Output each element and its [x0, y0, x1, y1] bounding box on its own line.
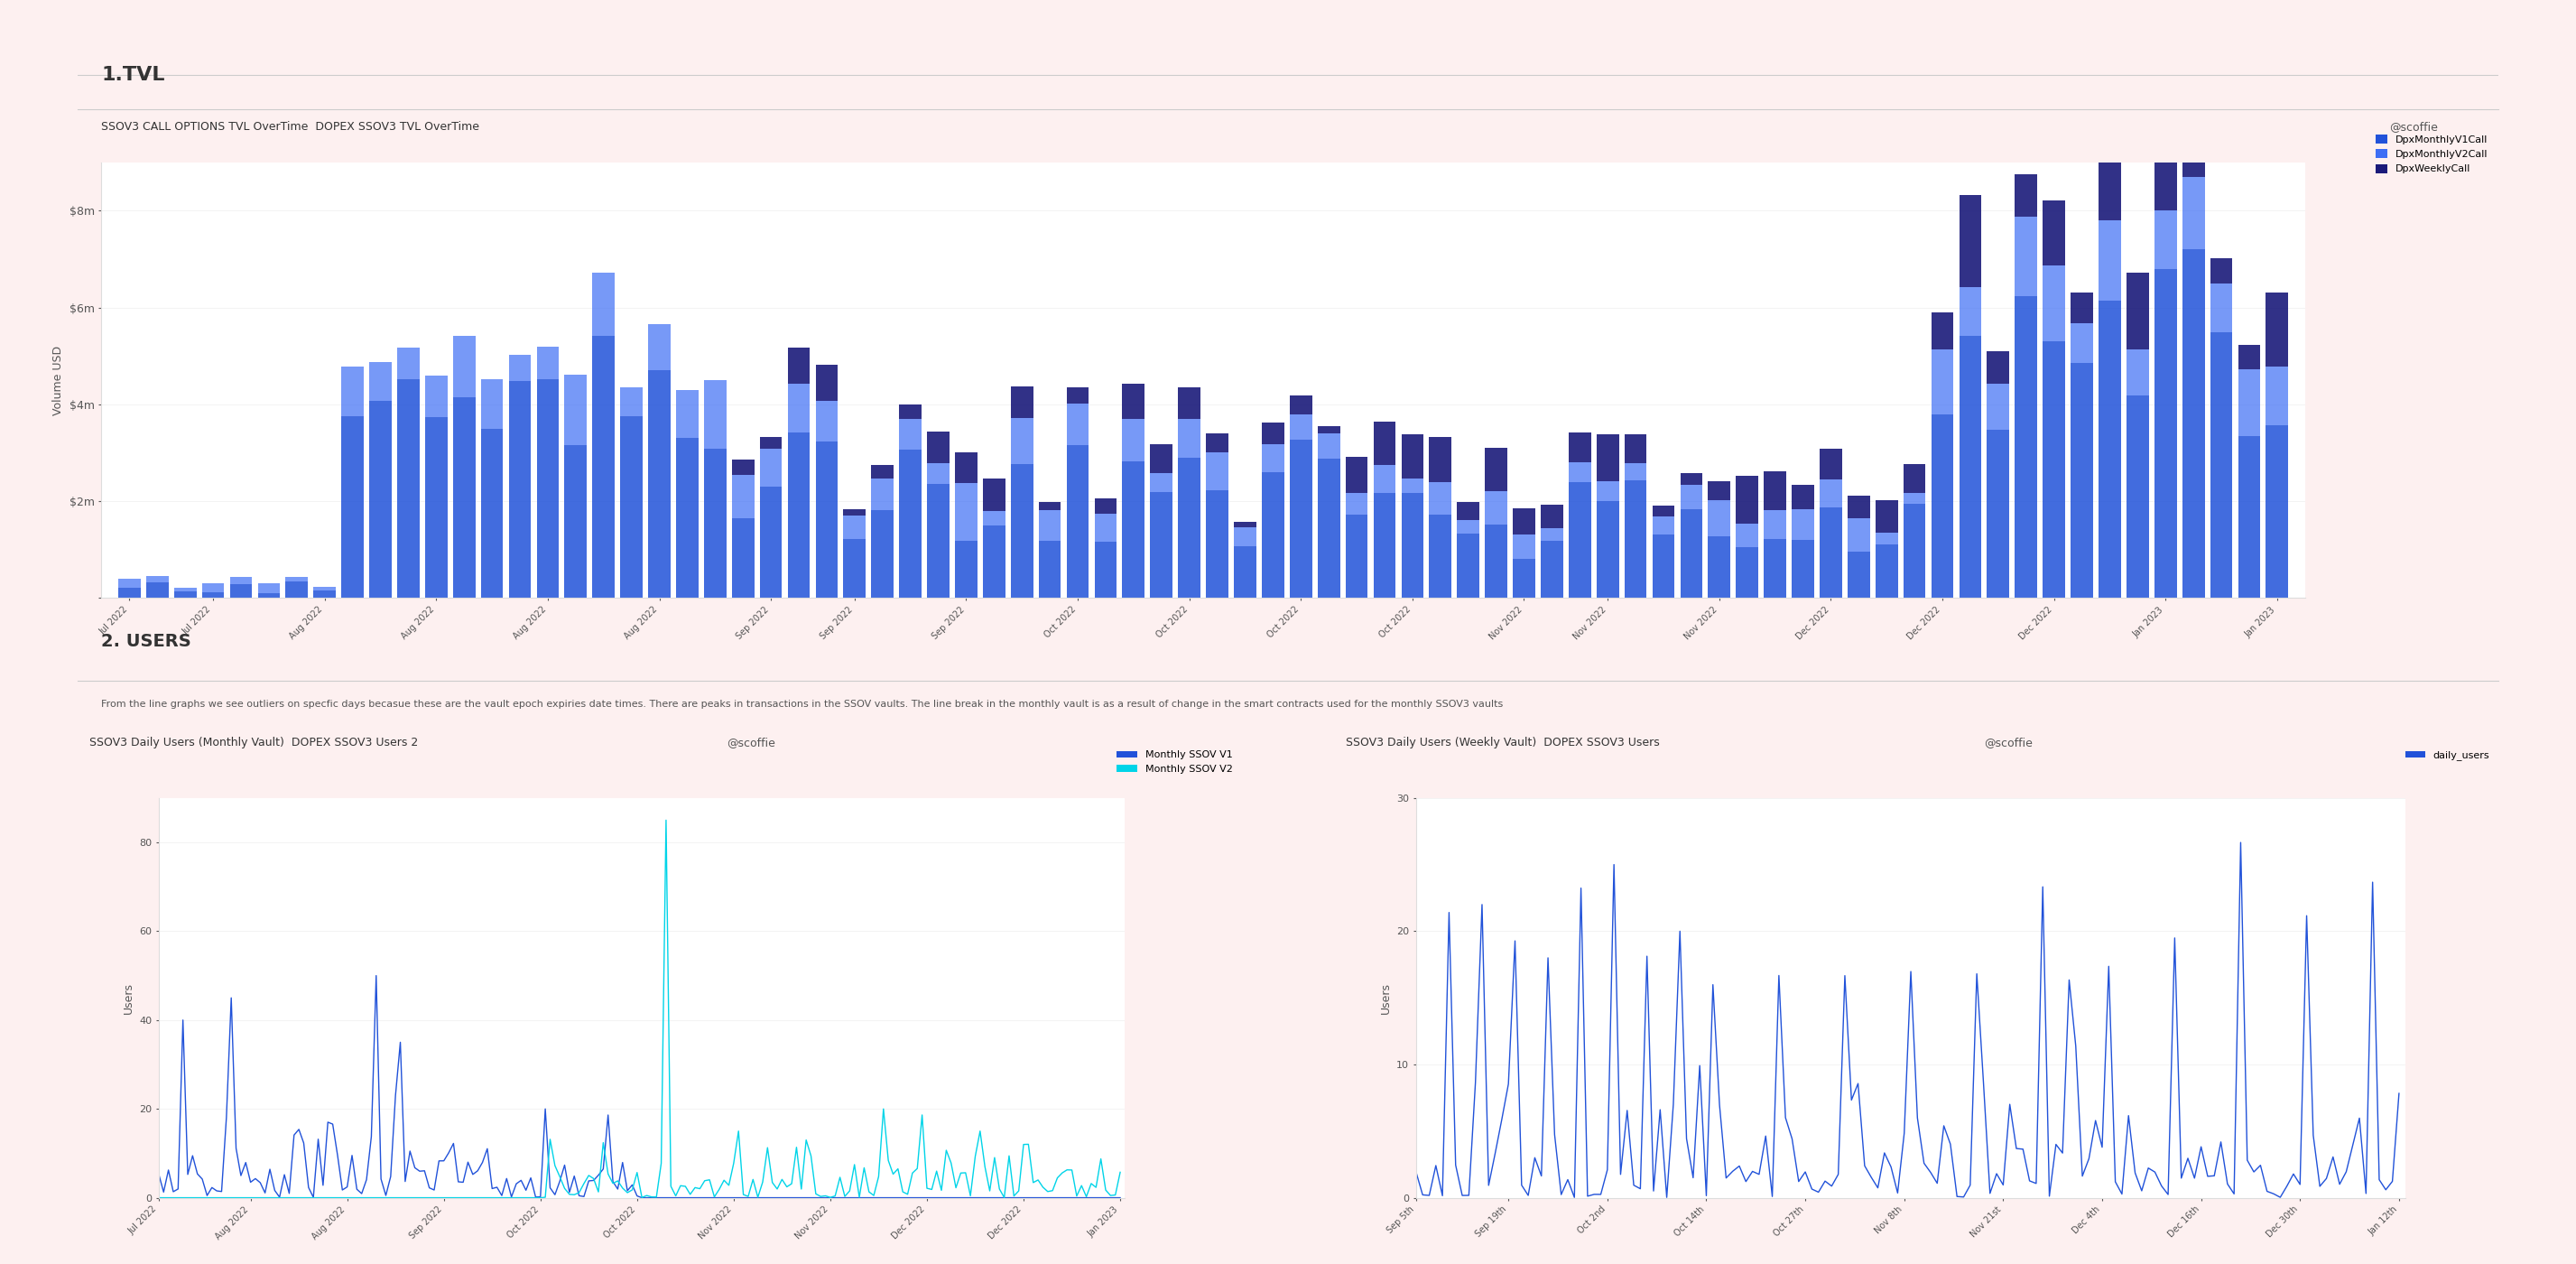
Text: Dune: Dune	[487, 963, 598, 1001]
Text: @scoffie: @scoffie	[2391, 121, 2437, 133]
Legend: DpxMonthlyV1Call, DpxMonthlyV2Call, DpxWeeklyCall: DpxMonthlyV1Call, DpxMonthlyV2Call, DpxW…	[2372, 131, 2491, 177]
Text: @scoffie: @scoffie	[1984, 737, 2032, 748]
Text: From the line graphs we see outliers on specfic days becasue these are the vault: From the line graphs we see outliers on …	[100, 700, 1504, 709]
Text: SSOV3 Daily Users (Weekly Vault)  DOPEX SSOV3 Users: SSOV3 Daily Users (Weekly Vault) DOPEX S…	[1347, 737, 1659, 748]
Text: Dune: Dune	[1100, 346, 1234, 389]
Legend: daily_users: daily_users	[2401, 747, 2494, 765]
Legend: Monthly SSOV V1, Monthly SSOV V2: Monthly SSOV V1, Monthly SSOV V2	[1113, 747, 1236, 777]
Text: SSOV3 CALL OPTIONS TVL OverTime  DOPEX SSOV3 TVL OverTime: SSOV3 CALL OPTIONS TVL OverTime DOPEX SS…	[100, 121, 479, 133]
Text: @scoffie: @scoffie	[726, 737, 775, 748]
Text: 1.TVL: 1.TVL	[100, 66, 165, 83]
Text: 2. USERS: 2. USERS	[100, 633, 191, 650]
Text: SSOV3 Daily Users (Monthly Vault)  DOPEX SSOV3 Users 2: SSOV3 Daily Users (Monthly Vault) DOPEX …	[90, 737, 417, 748]
Text: Dune: Dune	[1744, 963, 1855, 1001]
